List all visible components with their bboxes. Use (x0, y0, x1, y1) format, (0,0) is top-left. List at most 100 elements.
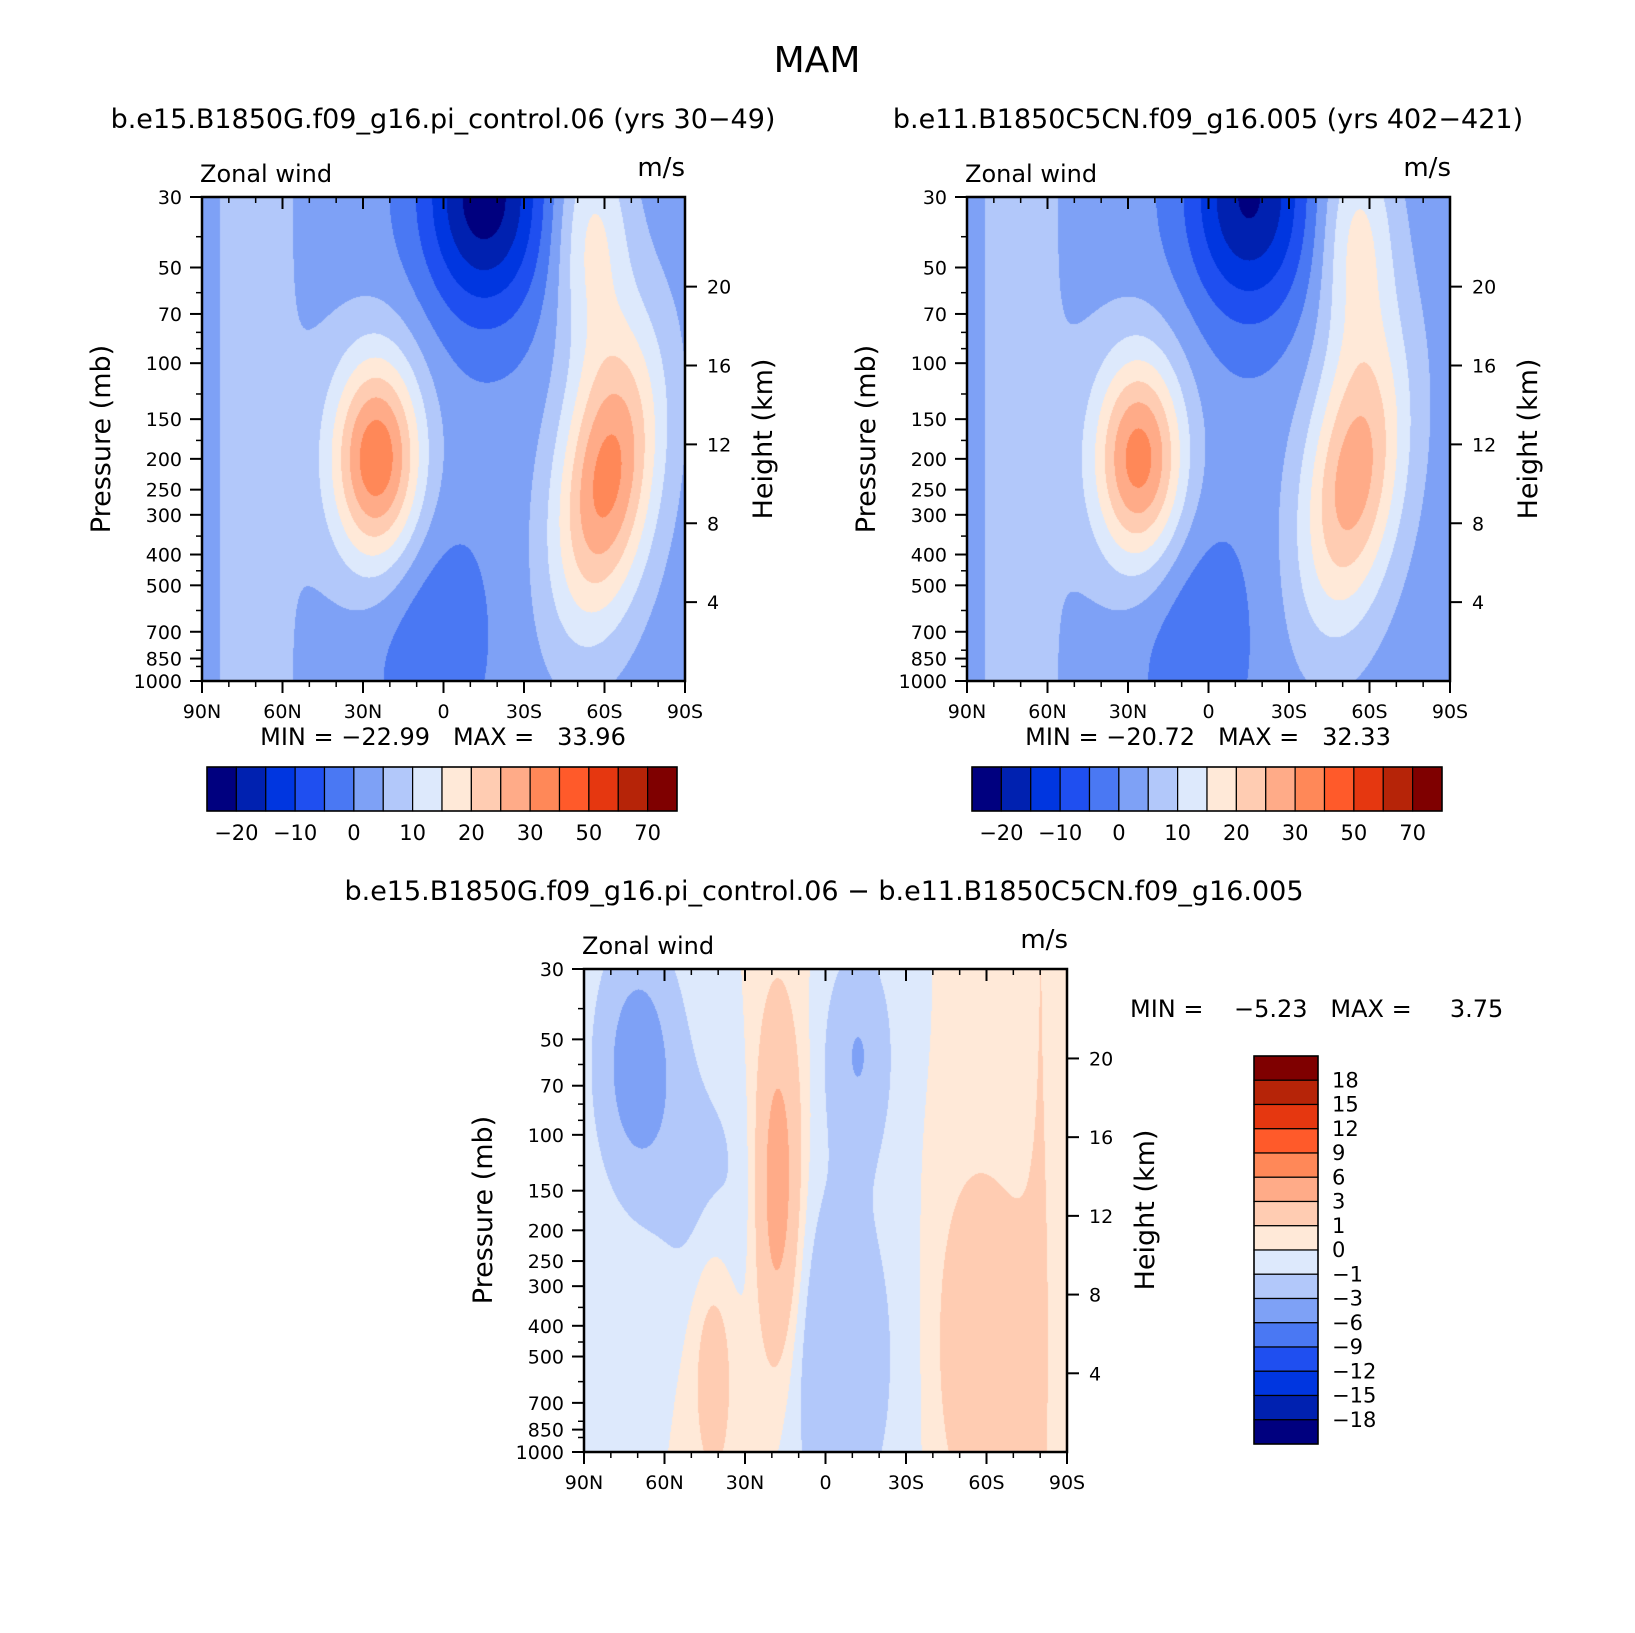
x-tick-label: 90N (948, 701, 986, 723)
colorbar-swatch (235, 766, 267, 812)
diff-panel: b.e15.B1850G.f09_g16.pi_control.06 − b.e… (344, 876, 1503, 1494)
diff-colorbar-swatch (1253, 1394, 1319, 1421)
colorbar-frame (206, 766, 678, 812)
colorbar-label: 10 (1164, 821, 1191, 845)
diff-colorbar-label: −3 (1332, 1287, 1363, 1311)
diff-colorbar-label: −15 (1332, 1384, 1376, 1408)
y-tick-label: 200 (528, 1220, 564, 1242)
diff-colorbar-label: −12 (1332, 1359, 1376, 1383)
y2-tick-label: 4 (1089, 1363, 1101, 1385)
diff-colorbar-swatch (1253, 1079, 1319, 1106)
y-tick-label: 250 (528, 1251, 564, 1273)
x-tick-label: 60S (586, 701, 622, 723)
colorbar-label: −20 (214, 821, 258, 845)
colorbar-label: 0 (347, 821, 360, 845)
diff-colorbar-label: 15 (1332, 1093, 1359, 1117)
y2-tick-label: 4 (1472, 592, 1484, 614)
y-tick-label: 300 (528, 1276, 564, 1298)
panel-2: b.e11.B1850C5CN.f09_g16.005 (yrs 402−421… (851, 104, 1544, 845)
diff-colorbar-swatch (1253, 1055, 1319, 1081)
colorbar-label: 20 (458, 821, 485, 845)
colorbar-swatch (1323, 766, 1355, 812)
panel-1-y2label: Height (km) (748, 359, 779, 520)
x-tick-label: 60S (968, 1472, 1004, 1494)
diff-colorbar-swatch (1253, 1103, 1319, 1130)
colorbar-swatch (412, 766, 443, 812)
diff-colorbar-swatch (1253, 1273, 1319, 1300)
diff-colorbar-swatch (1253, 1152, 1319, 1178)
panel-2-left-label: Zonal wind (965, 160, 1097, 188)
colorbar-swatch (529, 766, 561, 812)
y-tick-label: 150 (146, 409, 182, 431)
x-tick-label: 30S (888, 1472, 924, 1494)
y-tick-label: 100 (528, 1125, 564, 1147)
y2-tick-label: 16 (1472, 356, 1496, 378)
y2-tick-label: 20 (1089, 1048, 1113, 1070)
y2-tick-label: 8 (707, 513, 719, 535)
colorbar-swatch (1412, 766, 1443, 812)
y-tick-label: 100 (911, 353, 947, 375)
y-tick-label: 50 (158, 258, 182, 280)
colorbar-label: 50 (576, 821, 603, 845)
panel-1-right-label: m/s (637, 153, 685, 183)
diff-panel-right-label: m/s (1020, 925, 1068, 955)
x-tick-label: 90S (1049, 1472, 1085, 1494)
x-tick-label: 0 (819, 1472, 831, 1494)
colorbar-label: 50 (1341, 821, 1368, 845)
y-tick-label: 700 (911, 622, 947, 644)
y-tick-label: 400 (911, 545, 947, 567)
y-tick-label: 400 (146, 545, 182, 567)
colorbar-swatch (1000, 766, 1032, 812)
colorbar-swatch (500, 766, 531, 812)
colorbar-swatch (1382, 766, 1414, 812)
diff-panel-y2label: Height (km) (1130, 1130, 1161, 1291)
colorbar-label: 10 (399, 821, 426, 845)
diff-colorbar-label: 1 (1332, 1214, 1345, 1238)
y-tick-label: 250 (146, 480, 182, 502)
colorbar-swatch (1059, 766, 1091, 812)
y-tick-label: 70 (923, 304, 947, 326)
diff-colorbar-label: −6 (1332, 1311, 1363, 1335)
panel-2-ylabel: Pressure (mb) (851, 345, 882, 533)
y2-tick-label: 16 (707, 356, 731, 378)
y2-tick-label: 12 (1089, 1206, 1113, 1228)
y-tick-label: 1000 (516, 1442, 564, 1464)
y-tick-label: 850 (528, 1420, 564, 1442)
colorbar-label: 0 (1112, 821, 1125, 845)
colorbar-label: 70 (634, 821, 661, 845)
panel-1-colorbar: −20 −10 0 10 20 30 50 70 (206, 766, 678, 845)
y-tick-label: 300 (146, 505, 182, 527)
diff-colorbar-label: −1 (1332, 1262, 1363, 1286)
diff-panel-axes: 3050701001502002503004005007008501000481… (516, 959, 1114, 1494)
colorbar-swatch (1147, 766, 1179, 812)
x-tick-label: 60S (1351, 701, 1387, 723)
diff-colorbar-swatch (1253, 1346, 1319, 1372)
diff-colorbar-label: 12 (1332, 1117, 1359, 1141)
diff-colorbar-swatch (1253, 1200, 1319, 1227)
y-tick-label: 50 (540, 1029, 564, 1051)
y-tick-label: 500 (528, 1347, 564, 1369)
colorbar-label: −20 (979, 821, 1023, 845)
colorbar-label: 30 (1282, 821, 1309, 845)
y2-tick-label: 4 (707, 592, 719, 614)
y2-tick-label: 20 (1472, 277, 1496, 299)
diff-colorbar-swatch (1253, 1419, 1319, 1445)
diff-colorbar-frame (1253, 1055, 1319, 1445)
colorbar-swatch (647, 766, 678, 812)
y-tick-label: 50 (923, 258, 947, 280)
colorbar-label: 30 (517, 821, 544, 845)
y-tick-label: 200 (146, 449, 182, 471)
panel-2-right-label: m/s (1403, 153, 1451, 183)
y-tick-label: 70 (158, 304, 182, 326)
y-tick-label: 100 (146, 353, 182, 375)
diff-panel-stats: MIN = −5.23 MAX = 3.75 (1130, 995, 1503, 1023)
y-tick-label: 500 (911, 575, 947, 597)
diff-panel-left-label: Zonal wind (582, 932, 714, 960)
colorbar-swatch (470, 766, 502, 812)
diff-colorbar-label: 6 (1332, 1165, 1345, 1189)
x-tick-label: 30N (726, 1472, 764, 1494)
diff-colorbar-swatch (1253, 1176, 1319, 1203)
diff-colorbar-swatch (1253, 1297, 1319, 1324)
diff-panel-contour-image (584, 969, 1067, 1452)
